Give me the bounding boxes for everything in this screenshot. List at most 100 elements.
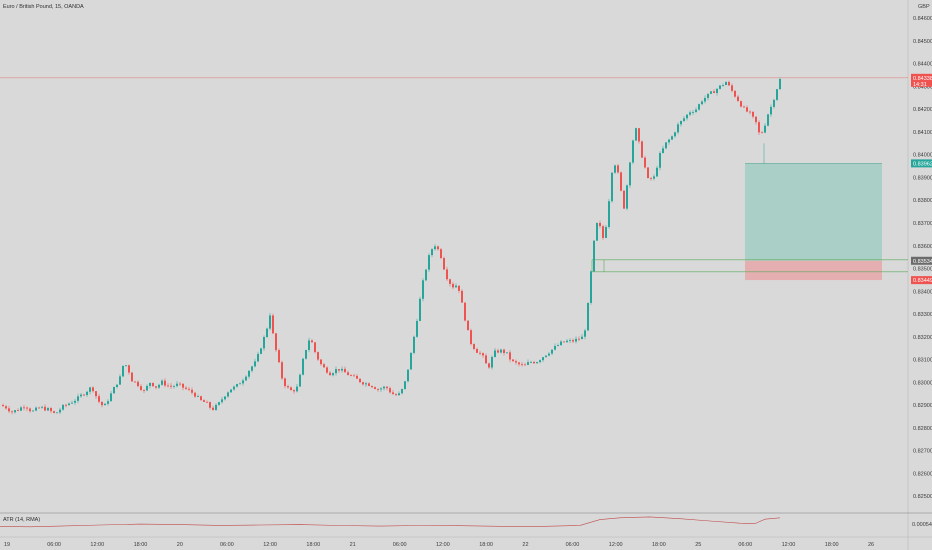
candle-body [122,365,124,377]
x-tick-label: 06:00 [47,542,61,548]
candle-body [518,362,520,365]
candle-down [713,89,715,94]
candle-body [770,106,772,115]
candle-down [473,343,475,351]
candle-up [71,400,73,404]
y-tick-label: 0.84400 [913,62,932,68]
candle-down [344,366,346,373]
candle-body [692,112,694,113]
candle-body [206,401,208,403]
candle-up [221,396,223,404]
candle-up [506,352,508,354]
candle-body [653,176,655,179]
candle-up [302,357,304,376]
candle-body [656,167,658,177]
candle-up [662,145,664,154]
y-tick-label: 0.83900 [913,176,932,182]
candle-body [632,140,634,163]
candle-body [404,381,406,389]
candle-body [599,222,601,227]
candle-down [497,348,499,354]
countdown-tag-text: 14:31 [913,82,927,88]
candle-body [293,390,295,392]
candle-up [410,352,412,370]
candle-body [11,411,13,413]
candle-up [401,388,403,395]
candle-body [434,246,436,250]
candle-down [521,361,523,367]
candle-body [8,408,10,412]
candle-body [74,400,76,403]
candle-body [320,359,322,365]
candle-up [47,406,49,412]
candle-body [452,283,454,288]
candle-body [101,401,103,406]
stop-price-tag-bg [911,276,932,285]
candle-up [608,198,610,229]
candle-body [398,393,400,396]
candle-up [557,343,559,347]
candle-body [218,402,220,405]
x-tick-label: 12:00 [90,542,104,548]
candle-up [74,398,76,406]
candle-body [506,352,508,354]
candle-up [704,95,706,104]
candle-up [689,110,691,117]
candle-body [758,122,760,133]
candle-up [266,327,268,338]
candle-down [479,350,481,356]
candle-body [191,389,193,393]
candle-down [638,127,640,144]
candle-body [458,285,460,291]
candle-up [590,270,592,305]
candle-body [755,116,757,123]
candle-down [563,341,565,343]
candle-body [194,392,196,397]
candle-body [776,89,778,100]
candle-up [233,385,235,391]
candle-body [380,388,382,390]
x-tick-label: 19 [4,542,10,548]
candle-body [371,385,373,388]
candle-body [764,125,766,133]
atr-line [0,516,781,528]
candle-up [611,172,613,203]
candle-down [170,383,172,390]
candle-body [551,349,553,354]
candle-body [344,368,346,373]
candle-down [272,313,274,335]
candle-body [188,388,190,390]
candle-down [29,407,31,413]
candle-up [14,409,16,414]
candle-body [119,376,121,385]
candle-down [359,378,361,384]
candle-up [242,378,244,386]
candle-body [53,411,55,413]
candle-down [140,384,142,392]
candle-body [329,372,331,376]
candle-up [86,390,88,397]
target-zone[interactable] [745,163,882,261]
candle-up [122,365,124,378]
stop-zone[interactable] [745,260,882,281]
candle-body [476,348,478,353]
candle-body [566,340,568,343]
candle-up [434,244,436,251]
candle-body [560,341,562,346]
candle-body [230,389,232,393]
candle-body [251,366,253,371]
current-price-tag: 0.84338 [911,73,932,87]
candle-up [575,336,577,344]
y-tick-label: 0.84000 [913,153,932,159]
candle-body [338,369,340,371]
candle-body [464,302,466,321]
candle-up [554,343,556,351]
candle-up [119,374,121,385]
candle-down [617,163,619,174]
candle-down [515,359,517,365]
candle-down [389,386,391,394]
x-tick-label: 25 [695,542,701,548]
candle-down [152,382,154,387]
